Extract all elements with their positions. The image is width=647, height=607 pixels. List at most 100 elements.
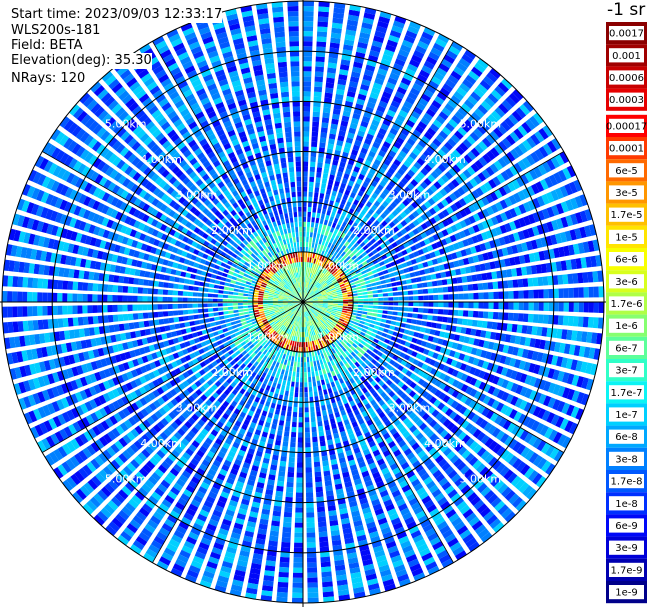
ray-gate (479, 79, 491, 91)
ray-gate (427, 350, 435, 358)
ray-gate (265, 357, 271, 363)
ray-gate (299, 392, 303, 398)
ray-gate (338, 203, 345, 210)
ray-gate (386, 39, 398, 48)
ray-gate (291, 426, 297, 433)
ray-gate (425, 365, 433, 373)
ray-gate (405, 408, 413, 416)
ray-gate (382, 188, 390, 196)
ray-gate (394, 471, 404, 480)
ray-gate (462, 533, 475, 544)
ray-gate (80, 403, 89, 414)
ray-gate (305, 282, 307, 288)
ray-gate (415, 276, 422, 283)
ray-gate (332, 319, 338, 324)
ray-gate (420, 472, 430, 482)
ray-gate (316, 501, 325, 508)
ray-gate (491, 271, 498, 280)
ray-gate (311, 136, 318, 143)
ray-gate (413, 49, 425, 59)
ray-gate (343, 217, 350, 224)
ray-gate (534, 130, 545, 143)
ray-gate (326, 77, 335, 84)
ray-gate (223, 388, 231, 396)
ray-gate (411, 478, 421, 488)
ray-gate (157, 367, 165, 375)
ray-gate (307, 303, 313, 305)
ray-gate (234, 340, 240, 346)
ray-gate (218, 369, 225, 376)
ray-gate (118, 453, 128, 464)
ray-gate (411, 567, 424, 577)
ray-gate (116, 374, 125, 384)
ray-gate (320, 267, 325, 273)
ray-gate (342, 110, 351, 118)
ray-gate (173, 431, 183, 440)
ray-gate (427, 197, 436, 206)
ray-gate (408, 474, 418, 483)
ray-gate (240, 332, 247, 338)
ray-gate (144, 479, 155, 490)
ray-gate (523, 401, 533, 413)
ray-gate (260, 595, 273, 602)
ray-gate (568, 181, 578, 194)
ray-gate (340, 59, 351, 66)
ray-gate (278, 323, 283, 329)
ray-gate (93, 514, 105, 526)
ray-gate (339, 348, 345, 355)
ray-gate (495, 402, 505, 412)
ray-gate (523, 290, 529, 299)
ray-gate (321, 256, 326, 262)
ray-gate (339, 335, 345, 341)
ray-gate (303, 151, 309, 157)
ray-gate (317, 328, 321, 334)
ray-gate (409, 456, 419, 465)
ray-gate (376, 196, 384, 204)
ray-gate (555, 261, 562, 272)
ray-gate (394, 326, 400, 332)
ray-gate (315, 66, 324, 73)
ray-gate (259, 518, 269, 525)
ray-gate (470, 347, 478, 356)
ray-gate (254, 455, 262, 462)
ray-gate (387, 306, 394, 311)
ray-gate (426, 187, 434, 196)
ray-gate (279, 335, 283, 342)
ray-gate (325, 278, 330, 283)
ray-gate (487, 397, 496, 407)
ray-gate (255, 408, 262, 415)
ray-gate (359, 227, 366, 234)
ray-gate (333, 2, 346, 9)
ray-gate (303, 246, 306, 252)
ray-gate (317, 259, 321, 266)
ray-gate (178, 383, 186, 391)
ray-gate (435, 134, 445, 144)
ray-gate (257, 477, 266, 484)
ray-gate (402, 285, 408, 290)
ray-gate (207, 407, 215, 416)
ray-gate (366, 383, 373, 391)
ray-gate (355, 346, 362, 352)
ray-gate (298, 306, 301, 312)
ray-gate (372, 415, 380, 423)
ray-gate (277, 425, 284, 431)
ray-gate (247, 349, 254, 356)
ray-gate (87, 478, 98, 490)
ray-gate (328, 355, 333, 362)
ray-gate (333, 103, 342, 111)
ray-gate (351, 287, 357, 291)
ray-gate (103, 405, 112, 415)
ray-gate (392, 331, 399, 337)
ray-gate (380, 145, 389, 153)
ray-gate (432, 119, 443, 129)
ray-gate (556, 400, 566, 413)
ray-gate (328, 254, 333, 260)
ray-gate (128, 478, 139, 489)
ray-gate (242, 324, 249, 329)
ray-gate (479, 466, 490, 477)
ray-gate (372, 449, 381, 457)
ray-gate (498, 236, 506, 246)
ray-gate (313, 324, 317, 330)
ray-gate (310, 227, 314, 233)
ray-gate (519, 373, 528, 384)
